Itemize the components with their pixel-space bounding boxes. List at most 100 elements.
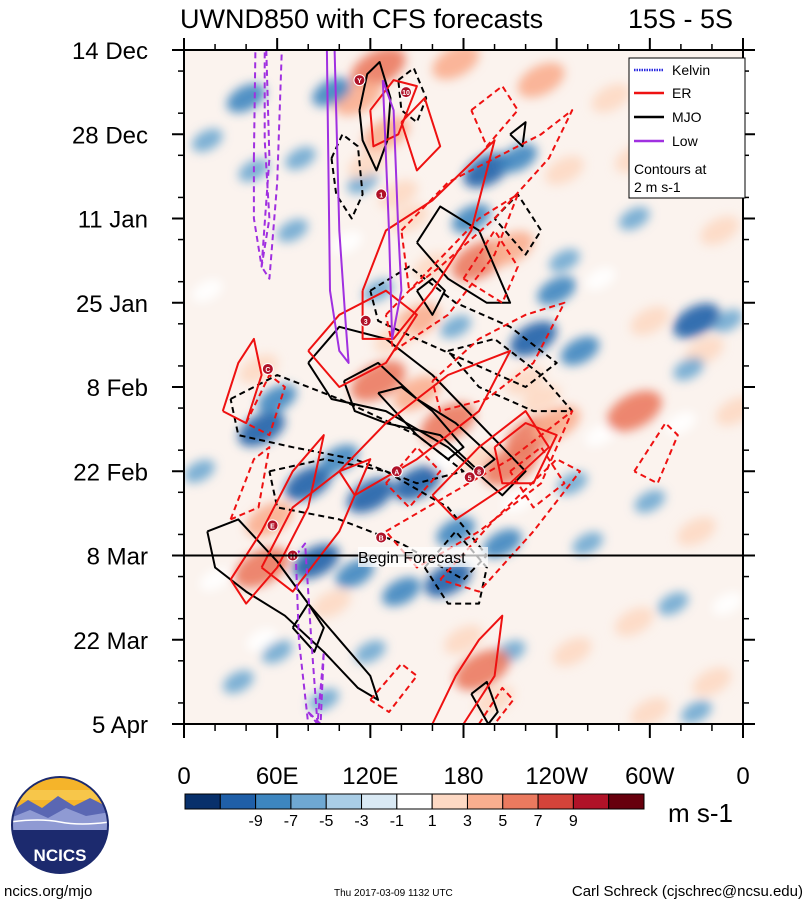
contour-er-solid-9: [431, 614, 504, 724]
phase-marker-label-6: 8: [477, 469, 481, 476]
phase-marker-0: Y: [353, 74, 366, 87]
chart-title: UWND850 with CFS forecasts: [180, 4, 543, 34]
footer-credit: Carl Schreck (cjschrec@ncsu.edu): [571, 883, 803, 900]
contour-er-dashed-6: [229, 446, 271, 521]
anomaly-blob-12: [552, 637, 592, 667]
contour-low-dashed-0: [252, 50, 271, 268]
colorbar-swatch-9: [502, 793, 539, 810]
contour-mjo-solid-1: [416, 205, 512, 304]
y-tick-label-6: 8 Mar: [87, 544, 148, 571]
colorbar-label-4: -1: [390, 813, 404, 830]
anomaly-blob-32: [634, 489, 666, 513]
colorbar-swatch-10: [537, 793, 574, 810]
contour-mjo-dashed-2: [369, 265, 558, 388]
colorbar-label-7: 5: [498, 813, 507, 830]
legend-label-er: ER: [672, 85, 691, 101]
phase-marker-label-1: 10: [402, 90, 410, 97]
phase-marker-label-2: 1: [379, 192, 383, 199]
anomaly-blob-17: [584, 423, 616, 447]
colorbar-swatch-3: [290, 793, 327, 810]
anomaly-blob-95: [184, 459, 215, 483]
phase-marker-label-8: E: [270, 523, 275, 530]
contour-low-dashed-1: [260, 50, 283, 280]
anomaly-blob-16: [665, 411, 697, 435]
contour-mjo-dashed-6: [423, 530, 488, 605]
anomaly-blob-43: [347, 149, 387, 179]
contour-er-dashed-1: [384, 193, 519, 352]
anomaly-blob-76: [257, 384, 297, 414]
anomaly-blob-96: [618, 206, 650, 231]
anomaly-blob-74: [440, 315, 472, 339]
y-tick-label-1: 28 Dec: [72, 122, 148, 149]
contour-mjo-solid-6: [291, 602, 325, 653]
anomaly-blob-87: [226, 83, 266, 113]
anomaly-blob-90: [277, 219, 309, 243]
anomaly-blob-73: [560, 336, 600, 366]
anomaly-blob-71: [537, 276, 577, 306]
y-tick-label-3: 25 Jan: [76, 291, 148, 318]
anomaly-blob-1: [591, 83, 631, 113]
contour-er-dashed-9: [633, 422, 679, 485]
anomaly-blob-94: [354, 640, 386, 664]
anomaly-blob-36: [681, 700, 712, 724]
colorbar-swatch-0: [184, 793, 221, 810]
colorbar-label-3: -3: [354, 813, 368, 830]
phase-marker-label-0: Y: [357, 78, 362, 85]
phase-marker-label-3: 3: [364, 319, 368, 326]
contour-mjo-dashed-4: [229, 374, 465, 485]
y-tick-label-7: 22 Mar: [73, 628, 148, 655]
colorbar-label-8: 7: [534, 813, 543, 830]
contour-er-solid-5: [338, 349, 512, 497]
phase-marker-7: 5: [463, 471, 476, 484]
phase-marker-5: A: [390, 465, 403, 478]
phase-marker-label-10: H: [290, 554, 295, 561]
anomaly-blob-14: [630, 697, 670, 724]
contour-mjo-solid-5: [206, 518, 380, 701]
anomaly-blob-33: [549, 249, 580, 273]
legend-label-kelvin: Kelvin: [672, 62, 710, 78]
anomaly-blob-3: [545, 155, 584, 185]
contour-low-dashed-3: [307, 650, 325, 724]
contour-er-dashed-13: [385, 446, 442, 509]
y-tick-label-4: 8 Feb: [87, 375, 148, 402]
contour-mjo-solid-8: [416, 277, 446, 316]
footer-url[interactable]: ncics.org/mjo: [4, 883, 93, 900]
anomaly-blob-86: [382, 577, 421, 607]
contour-mjo-solid-7: [470, 680, 499, 724]
contour-er-dashed-8: [509, 446, 566, 509]
anomaly-blob-23: [191, 279, 223, 303]
phase-marker-label-4: C: [265, 367, 270, 374]
anomaly-blob-66: [312, 589, 351, 619]
legend-note-line1: Contours at: [634, 161, 706, 177]
legend-note-line2: 2 m s-1: [634, 179, 681, 195]
anomaly-blob-19: [712, 592, 743, 616]
footer-timestamp: Thu 2017-03-09 1132 UTC: [334, 888, 453, 899]
colorbar-swatch-6: [396, 793, 433, 810]
legend-label-mjo: MJO: [672, 109, 702, 125]
x-tick-label-0: 0: [177, 763, 190, 790]
phase-marker-4: C: [261, 362, 274, 375]
contour-mjo-solid-2: [307, 325, 527, 497]
anomaly-blob-34: [556, 471, 588, 495]
phase-marker-6: 8: [473, 465, 486, 478]
anomaly-blob-58: [606, 390, 662, 432]
ncics-logo-text: NCICS: [34, 846, 87, 865]
anomaly-blob-30: [657, 592, 689, 616]
phase-marker-label-7: 5: [468, 475, 472, 482]
contour-er-dashed-4: [385, 410, 574, 569]
contour-er-solid-8: [260, 458, 372, 593]
x-tick-label-5: 60W: [625, 763, 675, 790]
colorbar-swatch-2: [255, 793, 292, 810]
anomaly-blob-91: [261, 640, 293, 664]
phase-marker-label-5: A: [394, 469, 399, 476]
contour-er-dashed-10: [369, 662, 418, 713]
y-tick-label-2: 11 Jan: [78, 207, 148, 234]
x-tick-label-2: 120E: [342, 763, 398, 790]
anomaly-blob-26: [712, 309, 743, 333]
anomaly-blob-70: [451, 204, 491, 233]
anomaly-blob-5: [700, 216, 740, 246]
colorbar-label-0: -9: [248, 813, 262, 830]
y-tick-label-5: 22 Feb: [73, 459, 148, 486]
legend-label-low: Low: [672, 133, 699, 149]
colorbar-swatch-8: [466, 793, 504, 810]
